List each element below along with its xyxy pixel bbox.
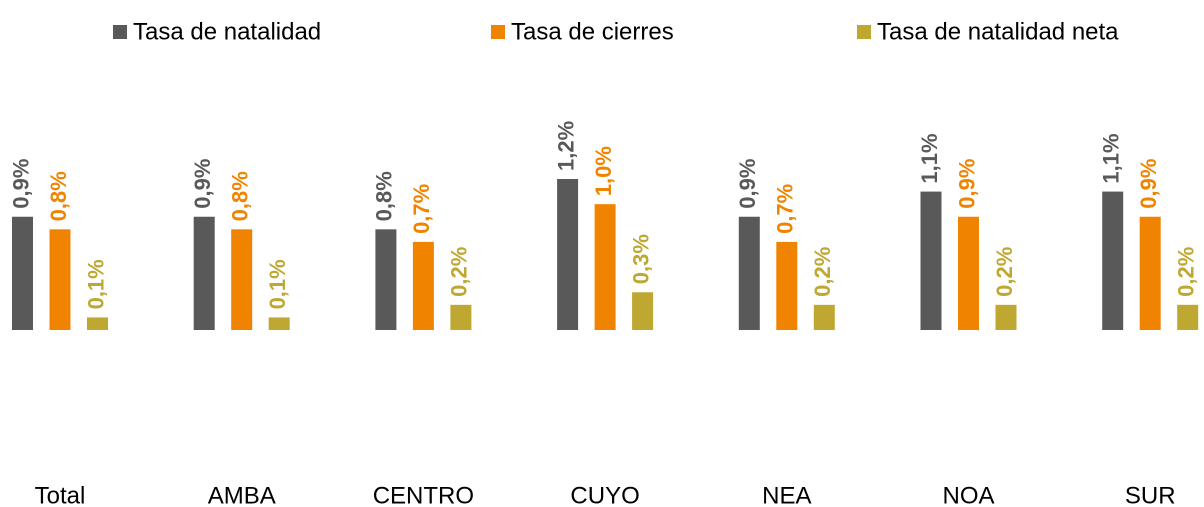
data-label: 1,1% xyxy=(917,133,942,183)
bar xyxy=(231,229,253,330)
legend-label: Tasa de natalidad neta xyxy=(877,18,1119,45)
data-label: 0,9% xyxy=(954,159,979,209)
x-tick-label: SUR xyxy=(1125,482,1176,507)
x-tick-label: AMBA xyxy=(208,482,276,507)
data-label: 1,0% xyxy=(591,146,616,196)
legend-swatch xyxy=(113,25,127,39)
bar xyxy=(1139,216,1161,330)
x-tick-label: NEA xyxy=(762,482,811,507)
data-label: 1,1% xyxy=(1099,133,1124,183)
data-label: 0,2% xyxy=(447,247,472,297)
legend-label: Tasa de cierres xyxy=(511,18,674,45)
bar xyxy=(958,216,979,330)
bar xyxy=(594,204,616,330)
legend-swatch xyxy=(491,25,505,39)
bar xyxy=(776,241,798,330)
bar xyxy=(49,229,71,330)
legend-label: Tasa de natalidad xyxy=(133,18,321,45)
bar xyxy=(920,191,942,330)
data-label: 0,2% xyxy=(1174,247,1199,297)
bar xyxy=(87,317,108,330)
data-label: 0,2% xyxy=(810,247,835,297)
data-label: 0,7% xyxy=(773,184,798,234)
data-label: 0,8% xyxy=(372,171,397,221)
data-label: 0,1% xyxy=(265,259,290,309)
bar xyxy=(557,179,579,330)
bar xyxy=(1177,304,1199,330)
x-tick-label: CUYO xyxy=(570,482,639,507)
data-label: 0,3% xyxy=(628,234,653,284)
data-label: 0,8% xyxy=(46,171,71,221)
bar xyxy=(1102,191,1124,330)
x-tick-label: NOA xyxy=(942,482,994,507)
data-label: 0,8% xyxy=(228,171,253,221)
bar xyxy=(738,216,760,330)
data-label: 0,9% xyxy=(1136,159,1161,209)
bar xyxy=(450,304,472,330)
bar xyxy=(375,229,397,330)
legend-swatch xyxy=(857,25,871,39)
bar xyxy=(813,304,835,330)
data-label: 0,9% xyxy=(735,159,760,209)
bar xyxy=(412,241,434,330)
data-label: 0,7% xyxy=(409,184,434,234)
bar xyxy=(268,317,290,330)
data-label: 0,9% xyxy=(8,159,33,209)
data-label: 0,9% xyxy=(190,159,215,209)
data-label: 0,1% xyxy=(83,259,108,309)
data-label: 1,2% xyxy=(553,121,578,171)
bar xyxy=(995,304,1017,330)
x-tick-label: Total xyxy=(35,482,86,507)
bar xyxy=(12,216,33,330)
bar xyxy=(632,292,654,330)
bar xyxy=(193,216,215,330)
data-label: 0,2% xyxy=(992,247,1017,297)
x-tick-label: CENTRO xyxy=(373,482,474,507)
